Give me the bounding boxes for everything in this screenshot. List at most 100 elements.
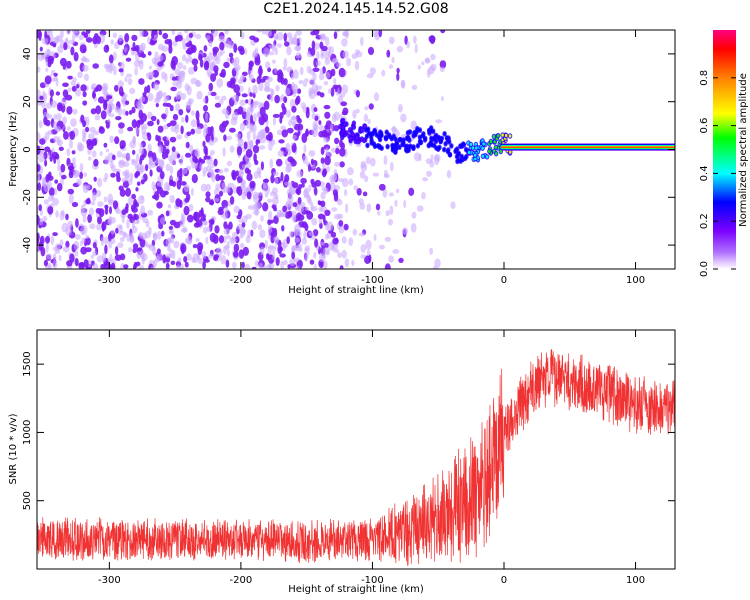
noise-speckle	[183, 30, 189, 34]
noise-speckle	[164, 139, 170, 147]
noise-speckle	[177, 74, 183, 85]
noise-speckle	[47, 30, 53, 37]
noise-speckle	[258, 169, 262, 179]
noise-speckle	[165, 210, 170, 217]
signal-blob	[450, 144, 453, 148]
noise-speckle	[118, 128, 124, 135]
noise-speckle	[158, 30, 163, 36]
noise-speckle	[213, 188, 220, 196]
noise-speckle	[175, 103, 181, 112]
noise-speckle	[37, 66, 41, 73]
signal-blob	[341, 118, 345, 123]
signal-blob	[482, 142, 485, 146]
noise-speckle	[411, 211, 417, 219]
noise-speckle	[266, 198, 273, 203]
noise-speckle	[308, 150, 316, 157]
noise-speckle	[66, 30, 71, 35]
x-tick-label: 100	[626, 575, 645, 586]
noise-speckle	[221, 182, 226, 190]
y-tick-label: -40	[22, 237, 33, 253]
noise-speckle	[369, 67, 376, 75]
noise-speckle	[226, 241, 230, 250]
noise-speckle	[149, 169, 153, 177]
noise-speckle	[239, 242, 245, 249]
noise-speckle	[402, 227, 409, 235]
noise-speckle	[106, 95, 113, 100]
noise-speckle	[92, 250, 97, 257]
noise-speckle	[96, 255, 104, 263]
noise-speckle	[280, 125, 286, 130]
noise-speckle	[185, 57, 189, 64]
x-tick-label: -100	[361, 275, 384, 286]
signal-blob	[385, 130, 389, 134]
noise-speckle	[194, 148, 200, 158]
noise-speckle	[104, 244, 108, 255]
noise-speckle	[429, 247, 433, 255]
noise-speckle	[334, 137, 340, 145]
noise-speckle	[166, 183, 171, 192]
noise-speckle	[149, 72, 154, 80]
noise-speckle	[157, 125, 164, 133]
noise-speckle	[240, 31, 245, 40]
noise-speckle	[223, 235, 227, 243]
noise-speckle	[118, 122, 125, 129]
signal-blob	[386, 145, 389, 149]
noise-speckle	[315, 60, 321, 67]
noise-speckle	[312, 67, 320, 73]
noise-speckle	[148, 226, 152, 235]
snr-plot-area	[37, 348, 675, 566]
noise-speckle	[57, 45, 64, 54]
noise-speckle	[262, 178, 270, 183]
noise-speckle	[208, 51, 213, 62]
noise-speckle	[103, 63, 110, 69]
noise-speckle	[221, 120, 228, 128]
noise-speckle	[125, 73, 133, 78]
signal-blob	[439, 139, 443, 143]
noise-speckle	[290, 115, 298, 125]
noise-speckle	[369, 157, 376, 167]
noise-speckle	[65, 213, 69, 221]
noise-speckle	[168, 154, 173, 162]
noise-speckle	[299, 66, 304, 76]
noise-speckle	[90, 108, 97, 115]
noise-speckle	[232, 185, 237, 194]
noise-speckle	[147, 51, 152, 56]
noise-speckle	[268, 210, 273, 221]
noise-speckle	[180, 92, 187, 100]
noise-speckle	[80, 84, 87, 92]
noise-speckle	[281, 129, 288, 138]
noise-speckle	[248, 73, 252, 78]
y-tick-label: 20	[22, 95, 33, 108]
heatmap-y-axis: -40 -20 0 20 40	[22, 48, 675, 253]
noise-speckle	[82, 100, 88, 106]
noise-speckle	[80, 226, 85, 236]
x-tick-label: -300	[98, 575, 121, 586]
noise-speckle	[69, 130, 76, 140]
noise-speckle	[98, 208, 105, 218]
noise-speckle	[55, 210, 59, 218]
noise-speckle	[366, 203, 372, 213]
noise-speckle	[336, 62, 342, 68]
noise-speckle	[65, 60, 72, 69]
noise-speckle	[37, 164, 41, 172]
noise-speckle	[408, 187, 415, 196]
noise-speckle	[173, 240, 180, 249]
noise-speckle	[320, 157, 325, 164]
noise-speckle	[365, 239, 372, 250]
signal-blob	[427, 144, 431, 148]
noise-speckle	[426, 170, 432, 177]
noise-speckle	[76, 84, 80, 89]
noise-speckle	[56, 183, 63, 192]
noise-speckle	[166, 123, 172, 127]
noise-speckle	[75, 218, 79, 228]
noise-speckle	[153, 233, 158, 241]
noise-speckle	[258, 65, 263, 76]
noise-speckle	[372, 30, 379, 38]
noise-speckle	[246, 130, 251, 141]
noise-speckle	[311, 127, 318, 138]
noise-speckle	[364, 106, 369, 111]
noise-speckle	[223, 61, 230, 69]
noise-speckle	[103, 100, 108, 111]
noise-speckle	[293, 228, 298, 237]
noise-speckle	[115, 171, 121, 179]
